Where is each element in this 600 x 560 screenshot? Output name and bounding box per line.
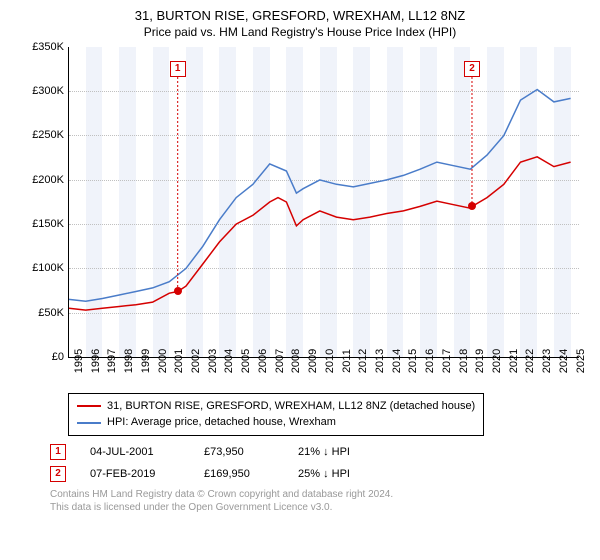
legend: 31, BURTON RISE, GRESFORD, WREXHAM, LL12… xyxy=(68,393,484,436)
y-axis-label: £100K xyxy=(20,262,64,274)
x-axis-label: 2014 xyxy=(391,349,403,373)
sale-row: 2 07-FEB-2019 £169,950 25% ↓ HPI xyxy=(50,466,590,482)
marker-box: 2 xyxy=(464,61,480,77)
x-axis-label: 2019 xyxy=(474,349,486,373)
chart-container: 31, BURTON RISE, GRESFORD, WREXHAM, LL12… xyxy=(0,0,600,560)
legend-swatch xyxy=(77,422,101,424)
y-axis-label: £0 xyxy=(20,351,64,363)
chart-subtitle: Price paid vs. HM Land Registry's House … xyxy=(10,25,590,39)
chart-title: 31, BURTON RISE, GRESFORD, WREXHAM, LL12… xyxy=(10,8,590,25)
x-axis-label: 2024 xyxy=(558,349,570,373)
marker-dot xyxy=(174,287,182,295)
sale-date: 07-FEB-2019 xyxy=(90,468,180,480)
marker-box: 1 xyxy=(170,61,186,77)
x-axis-label: 2012 xyxy=(357,349,369,373)
legend-item: 31, BURTON RISE, GRESFORD, WREXHAM, LL12… xyxy=(77,398,475,415)
sale-date: 04-JUL-2001 xyxy=(90,446,180,458)
x-axis-label: 1996 xyxy=(90,349,102,373)
x-axis-label: 1999 xyxy=(140,349,152,373)
footer-line1: Contains HM Land Registry data © Crown c… xyxy=(50,488,590,501)
x-axis-label: 1995 xyxy=(73,349,85,373)
x-axis-label: 2017 xyxy=(441,349,453,373)
y-axis-label: £300K xyxy=(20,85,64,97)
x-axis-label: 2018 xyxy=(458,349,470,373)
x-axis-label: 2007 xyxy=(274,349,286,373)
x-axis-label: 2008 xyxy=(290,349,302,373)
x-axis-label: 2010 xyxy=(324,349,336,373)
x-axis-label: 2001 xyxy=(173,349,185,373)
x-axis-label: 2002 xyxy=(190,349,202,373)
x-axis-label: 2011 xyxy=(341,349,353,373)
x-axis-label: 2006 xyxy=(257,349,269,373)
footer-attribution: Contains HM Land Registry data © Crown c… xyxy=(50,488,590,514)
y-axis-label: £350K xyxy=(20,41,64,53)
x-axis-label: 2025 xyxy=(575,349,587,373)
x-axis-label: 1997 xyxy=(106,349,118,373)
x-axis-label: 2003 xyxy=(207,349,219,373)
y-axis-label: £200K xyxy=(20,174,64,186)
sale-price: £169,950 xyxy=(204,468,274,480)
x-axis-label: 2021 xyxy=(508,349,520,373)
y-axis-label: £250K xyxy=(20,129,64,141)
plot-region: 12 xyxy=(68,47,579,358)
x-axis-label: 2023 xyxy=(541,349,553,373)
x-axis-label: 2016 xyxy=(424,349,436,373)
x-axis-label: 2004 xyxy=(223,349,235,373)
x-axis-label: 2000 xyxy=(157,349,169,373)
x-axis-label: 2005 xyxy=(240,349,252,373)
chart-svg xyxy=(69,47,579,357)
x-axis-label: 2022 xyxy=(524,349,536,373)
x-axis-label: 2020 xyxy=(491,349,503,373)
x-axis-label: 2013 xyxy=(374,349,386,373)
x-axis-label: 2015 xyxy=(407,349,419,373)
footer-line2: This data is licensed under the Open Gov… xyxy=(50,501,590,514)
sale-price: £73,950 xyxy=(204,446,274,458)
x-axis-label: 2009 xyxy=(307,349,319,373)
sale-marker-icon: 1 xyxy=(50,444,66,460)
sale-marker-icon: 2 xyxy=(50,466,66,482)
legend-swatch xyxy=(77,405,101,407)
y-axis-label: £150K xyxy=(20,218,64,230)
x-axis-label: 1998 xyxy=(123,349,135,373)
series-hpi xyxy=(69,89,571,301)
sale-row: 1 04-JUL-2001 £73,950 21% ↓ HPI xyxy=(50,444,590,460)
sales-table: 1 04-JUL-2001 £73,950 21% ↓ HPI 2 07-FEB-2019… xyxy=(50,444,590,482)
marker-dot xyxy=(468,202,476,210)
sale-diff: 25% ↓ HPI xyxy=(298,468,350,480)
sale-diff: 21% ↓ HPI xyxy=(298,446,350,458)
legend-label: 31, BURTON RISE, GRESFORD, WREXHAM, LL12… xyxy=(107,398,475,415)
y-axis-label: £50K xyxy=(20,307,64,319)
chart-area: 12 £0£50K£100K£150K£200K£250K£300K£350K1… xyxy=(20,47,580,387)
legend-label: HPI: Average price, detached house, Wrex… xyxy=(107,414,336,431)
legend-item: HPI: Average price, detached house, Wrex… xyxy=(77,414,475,431)
